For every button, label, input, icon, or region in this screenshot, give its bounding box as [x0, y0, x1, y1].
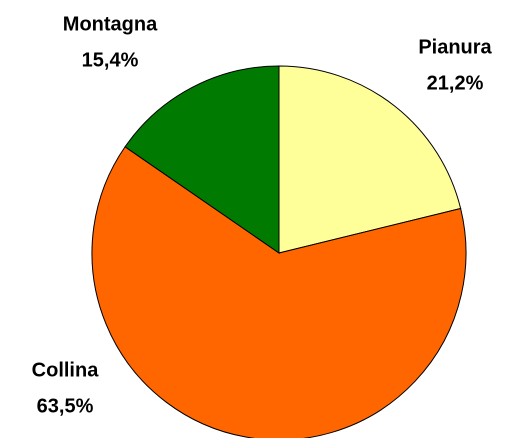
pie-slice: [278, 65, 462, 254]
slice-value-label: 15,4%: [82, 49, 139, 71]
pie-slice: [124, 65, 280, 254]
slice-label: Montagna: [63, 13, 158, 35]
slice-value-label: 63,5%: [37, 395, 94, 417]
slice-label: Pianura: [418, 36, 492, 58]
pie-slice: [91, 146, 467, 438]
slice-label: Collina: [32, 359, 100, 381]
slice-value-label: 21,2%: [427, 72, 484, 94]
